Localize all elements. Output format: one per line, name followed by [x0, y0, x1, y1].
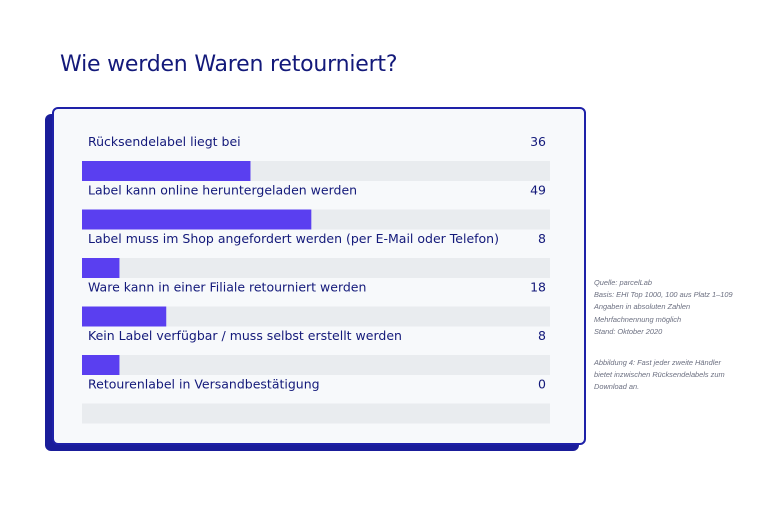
caption-line: Download an.: [594, 382, 640, 392]
category-label: Label muss im Shop angefordert werden (p…: [88, 231, 499, 246]
bar: [82, 161, 251, 181]
source-line: Mehrfachnennung möglich: [594, 314, 682, 324]
source-line: Stand: Oktober 2020: [594, 326, 663, 336]
bar: [82, 209, 312, 230]
value-label: 49: [530, 183, 546, 198]
bar-track: [82, 355, 550, 375]
chart-notes: Quelle: parcelLab Basis: EHI Top 1000, 1…: [594, 277, 744, 394]
value-label: 8: [538, 231, 546, 246]
bar: [82, 306, 167, 327]
bar-track: [82, 306, 550, 327]
caption-line: Abbildung 4: Fast jeder zweite Händler: [594, 358, 721, 368]
figure-caption: Abbildung 4: Fast jeder zweite Händler b…: [594, 357, 744, 394]
category-label: Label kann online heruntergeladen werden: [88, 183, 357, 198]
source-line: Basis: EHI Top 1000, 100 aus Platz 1–109: [594, 290, 733, 300]
value-label: 36: [530, 134, 546, 149]
bar: [82, 258, 120, 278]
value-label: 0: [538, 377, 546, 392]
category-label: Rücksendelabel liegt bei: [88, 134, 241, 149]
value-label: 18: [530, 280, 546, 295]
category-label: Ware kann in einer Filiale retourniert w…: [88, 280, 366, 295]
value-label: 8: [538, 328, 546, 343]
bar-chart: Rücksendelabel liegt bei 36 Label kann onl…: [82, 134, 550, 424]
category-label: Kein Label verfügbar / muss selbst erste…: [88, 328, 402, 343]
caption-line: bietet inzwischen Rücksendelabels zum: [594, 370, 725, 380]
bar: [82, 355, 120, 375]
source-line: Angaben in absoluten Zahlen: [594, 302, 691, 312]
bar-track: [82, 403, 550, 424]
bar-track: [82, 258, 550, 278]
category-label: Retourenlabel in Versandbestätigung: [88, 377, 320, 392]
source-line: Quelle: parcelLab: [594, 278, 652, 287]
chart-card: Rücksendelabel liegt bei 36 Label kann onl…: [52, 107, 586, 445]
page-title: Wie werden Waren retourniert?: [60, 52, 398, 77]
